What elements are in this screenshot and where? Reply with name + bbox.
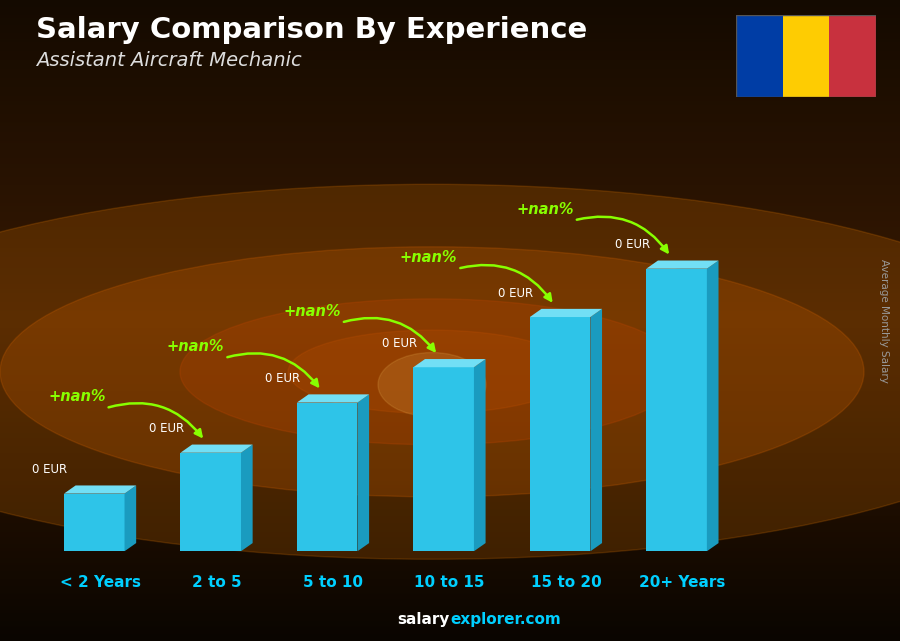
Text: 0 EUR: 0 EUR [148, 422, 184, 435]
Text: 0 EUR: 0 EUR [266, 372, 301, 385]
Ellipse shape [378, 353, 486, 417]
Text: Assistant Aircraft Mechanic: Assistant Aircraft Mechanic [36, 51, 302, 71]
Text: +nan%: +nan% [166, 339, 224, 354]
Polygon shape [357, 394, 369, 551]
Bar [736, 15, 783, 97]
Polygon shape [646, 269, 706, 551]
Ellipse shape [0, 185, 900, 559]
Polygon shape [64, 494, 124, 551]
Text: +nan%: +nan% [400, 250, 457, 265]
Text: 20+ Years: 20+ Years [639, 576, 725, 590]
Text: 5 to 10: 5 to 10 [303, 576, 363, 590]
Text: 0 EUR: 0 EUR [615, 238, 650, 251]
Polygon shape [241, 445, 253, 551]
Text: salary: salary [398, 612, 450, 627]
Polygon shape [413, 359, 486, 367]
Polygon shape [646, 260, 718, 269]
Ellipse shape [180, 299, 684, 445]
Polygon shape [474, 359, 486, 551]
Text: 0 EUR: 0 EUR [499, 287, 534, 299]
Bar [829, 15, 876, 97]
Polygon shape [530, 317, 590, 551]
Polygon shape [180, 453, 241, 551]
Bar [783, 15, 829, 97]
Polygon shape [590, 309, 602, 551]
Text: explorer.com: explorer.com [450, 612, 561, 627]
Text: 15 to 20: 15 to 20 [531, 576, 601, 590]
Polygon shape [124, 485, 136, 551]
Text: +nan%: +nan% [284, 304, 341, 319]
Text: +nan%: +nan% [517, 202, 573, 217]
Polygon shape [413, 367, 474, 551]
Ellipse shape [288, 330, 576, 413]
Text: 2 to 5: 2 to 5 [192, 576, 241, 590]
Polygon shape [732, 12, 880, 101]
Polygon shape [297, 403, 357, 551]
Ellipse shape [0, 247, 864, 497]
Text: 0 EUR: 0 EUR [382, 337, 417, 350]
Text: +nan%: +nan% [48, 389, 105, 404]
Text: Average Monthly Salary: Average Monthly Salary [878, 258, 889, 383]
Polygon shape [64, 485, 136, 494]
Polygon shape [530, 309, 602, 317]
Polygon shape [706, 260, 718, 551]
Polygon shape [180, 445, 253, 453]
Text: 0 EUR: 0 EUR [32, 463, 68, 476]
Text: 10 to 15: 10 to 15 [414, 576, 485, 590]
Text: Salary Comparison By Experience: Salary Comparison By Experience [36, 16, 587, 44]
Polygon shape [297, 394, 369, 403]
Text: < 2 Years: < 2 Years [59, 576, 140, 590]
